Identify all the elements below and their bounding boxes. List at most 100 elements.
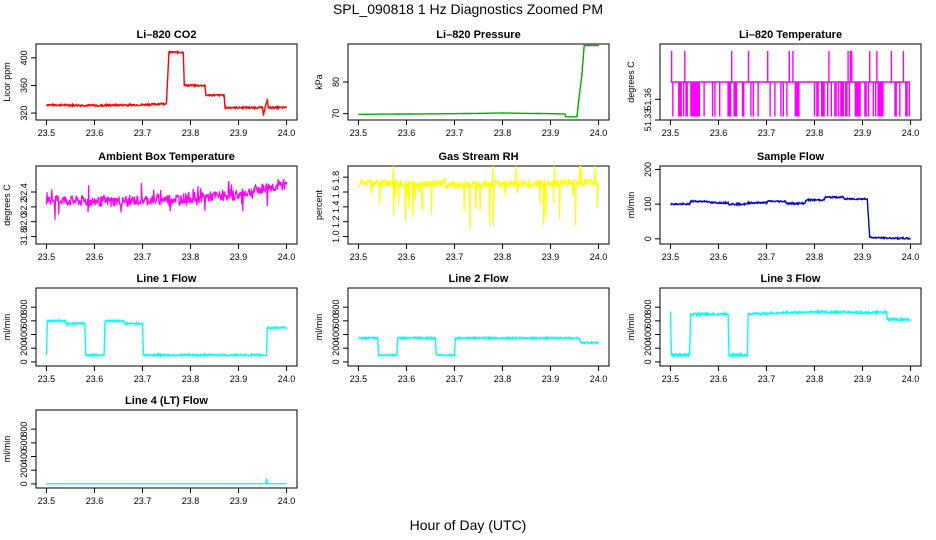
chart-title: Li–820 Temperature	[739, 29, 842, 41]
series-line	[358, 44, 599, 118]
x-tick-label: 23.8	[806, 374, 824, 384]
x-tick-label: 23.9	[230, 128, 248, 138]
plot-frame	[659, 287, 922, 367]
chart-co2: Li–820 CO2 Licor ppm 23.5 23.6 23.7 23.8 23.9 2…	[2, 29, 298, 138]
x-tick-label: 23.8	[494, 374, 512, 384]
y-tick-label: 400	[19, 50, 29, 65]
y-tick-label: 600	[19, 435, 29, 450]
y-tick-label: 80	[331, 77, 341, 87]
chart-title: Line 4 (LT) Flow	[125, 395, 208, 407]
y-tick-label: 400	[19, 327, 29, 342]
y-axis-label: degrees C	[2, 184, 12, 226]
x-tick-label: 23.8	[494, 252, 512, 262]
x-tick-label: 24.0	[278, 128, 296, 138]
x-tick-label: 23.5	[38, 374, 56, 384]
y-tick-label: 1.2	[331, 215, 341, 228]
chart-title: Li–820 Pressure	[436, 29, 520, 41]
series-line	[357, 335, 599, 358]
x-tick-label: 23.5	[350, 374, 368, 384]
x-tick-label: 23.6	[86, 128, 104, 138]
x-tick-label: 23.8	[182, 252, 200, 262]
x-tick-label: 23.5	[662, 128, 680, 138]
x-tick-label: 23.5	[350, 252, 368, 262]
x-tick-label: 23.5	[662, 252, 680, 262]
series-line	[670, 195, 911, 241]
x-tick-label: 23.6	[398, 252, 416, 262]
x-tick-label: 23.7	[758, 128, 776, 138]
chart-title: Line 2 Flow	[449, 273, 509, 285]
x-tick-label: 23.6	[86, 496, 104, 506]
plot-frame	[35, 287, 298, 367]
x-tick-label: 24.0	[278, 374, 296, 384]
y-axis-label: ml/min	[314, 314, 324, 341]
y-tick-label: 0	[331, 359, 341, 364]
series-line	[669, 308, 911, 359]
x-tick-label: 23.5	[38, 128, 56, 138]
x-tick-label: 23.5	[350, 128, 368, 138]
plot-frame	[347, 287, 610, 367]
y-tick-label: 200	[19, 463, 29, 478]
chart-ambient-box-temperature: Ambient Box Temperature degrees C 23.5 23.6…	[2, 151, 298, 262]
y-tick-label: 0	[643, 359, 653, 364]
series-line	[45, 178, 288, 220]
x-tick-label: 23.5	[38, 252, 56, 262]
chart-title: Li–820 CO2	[137, 29, 197, 41]
x-tick-label: 23.7	[758, 374, 776, 384]
x-tick-label: 23.9	[542, 128, 560, 138]
y-tick-label: 51.33	[643, 109, 653, 132]
plot-frame	[35, 43, 298, 121]
y-tick-label: 400	[19, 449, 29, 464]
x-tick-label: 23.8	[182, 374, 200, 384]
x-tick-label: 23.7	[446, 374, 464, 384]
chart-line-1-flow: Line 1 Flow ml/min 23.5 23.6 23.7 23.8 23.9 24.…	[2, 273, 298, 384]
x-tick-label: 23.8	[806, 128, 824, 138]
y-tick-label: 200	[331, 341, 341, 356]
y-tick-label: 800	[643, 300, 653, 315]
y-tick-label: 0	[19, 481, 29, 486]
plot-frame	[347, 43, 610, 121]
y-axis-label: ml/min	[2, 314, 12, 341]
y-tick-label: 320	[19, 106, 29, 121]
x-tick-label: 23.7	[134, 128, 152, 138]
x-tick-label: 24.0	[902, 252, 920, 262]
x-tick-label: 23.6	[710, 374, 728, 384]
x-tick-label: 23.9	[230, 374, 248, 384]
chart-title: Sample Flow	[757, 151, 825, 163]
chart-title: Ambient Box Temperature	[98, 151, 235, 163]
x-tick-label: 23.9	[854, 252, 872, 262]
y-axis-label: ml/min	[2, 436, 12, 463]
chart-gas-stream-rh: Gas Stream RH percent 23.5 23.6 23.7 23.8 23.9…	[314, 151, 610, 262]
y-tick-label: 600	[331, 313, 341, 328]
x-tick-label: 23.9	[542, 374, 560, 384]
x-tick-label: 23.9	[854, 374, 872, 384]
y-tick-label: 1.4	[331, 201, 341, 214]
x-tick-label: 24.0	[902, 128, 920, 138]
y-axis-label: ml/min	[626, 192, 636, 219]
y-tick-label: 600	[643, 313, 653, 328]
y-axis-label: Licor ppm	[2, 62, 12, 102]
y-tick-label: 200	[19, 341, 29, 356]
x-tick-label: 24.0	[902, 374, 920, 384]
y-tick-label: 800	[19, 422, 29, 437]
series-line	[46, 478, 287, 485]
x-tick-label: 23.9	[854, 128, 872, 138]
chart-line-4-flow: Line 4 (LT) Flow ml/min 23.5 23.6 23.7 23.8 23…	[2, 395, 298, 506]
x-tick-label: 24.0	[590, 128, 608, 138]
y-axis-label: degrees C	[626, 61, 636, 103]
y-tick-label: 0	[19, 359, 29, 364]
x-tick-label: 23.5	[662, 374, 680, 384]
chart-line-2-flow: Line 2 Flow ml/min 23.5 23.6 23.7 23.8 23.9 24.…	[314, 273, 610, 384]
y-tick-label: 0	[643, 236, 653, 241]
x-tick-label: 23.7	[446, 252, 464, 262]
x-tick-label: 23.6	[398, 128, 416, 138]
y-tick-label: 800	[331, 300, 341, 315]
x-tick-label: 23.7	[134, 374, 152, 384]
y-tick-label: 1.0	[331, 230, 341, 243]
x-tick-label: 23.7	[446, 128, 464, 138]
x-tick-label: 24.0	[590, 374, 608, 384]
x-tick-label: 23.6	[398, 374, 416, 384]
x-tick-label: 24.0	[278, 496, 296, 506]
y-tick-label: 800	[19, 300, 29, 315]
y-tick-label: 32.4	[19, 183, 29, 201]
